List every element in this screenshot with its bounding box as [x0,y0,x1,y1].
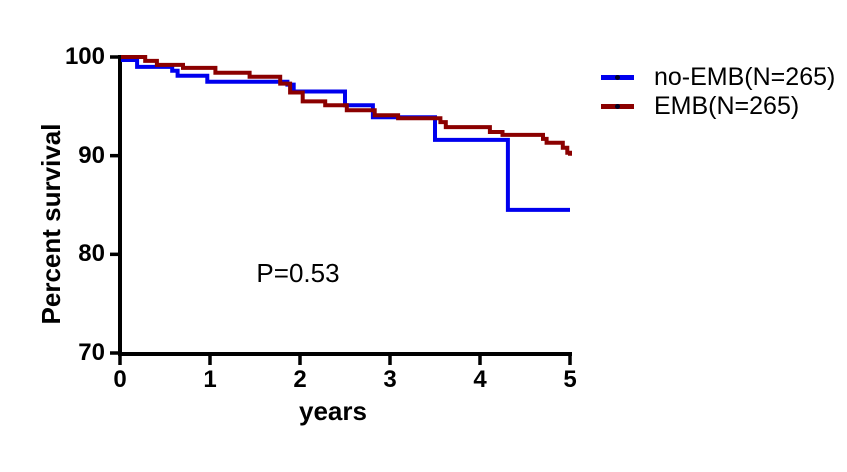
legend-label: no-EMB(N=265) [654,63,836,91]
p-value-annotation: P=0.53 [256,258,340,288]
legend-item: EMB(N=265) [601,91,799,121]
legend-line-swatch [601,103,634,109]
x-tick-label: 4 [473,366,487,393]
survival-curve-1 [121,55,572,156]
y-tick-label: 80 [78,240,105,268]
legend-item: no-EMB(N=265) [601,62,835,92]
legend-line-swatch [601,74,634,80]
x-tick-label: 2 [293,366,307,393]
x-tick-label: 3 [383,366,397,393]
legend-label: EMB(N=265) [654,92,800,120]
y-tick-label: 90 [78,141,105,169]
legend-marker-dot-icon [615,103,620,109]
y-axis-title: Percent survival [36,123,66,325]
x-tick-label: 0 [113,366,127,393]
legend-marker-dot-icon [615,74,620,80]
x-tick-label: 1 [203,366,217,393]
y-tick-label: 70 [78,339,105,366]
y-tick-label: 100 [64,43,105,70]
x-axis-title: years [299,396,367,426]
x-tick-label: 5 [563,366,577,393]
